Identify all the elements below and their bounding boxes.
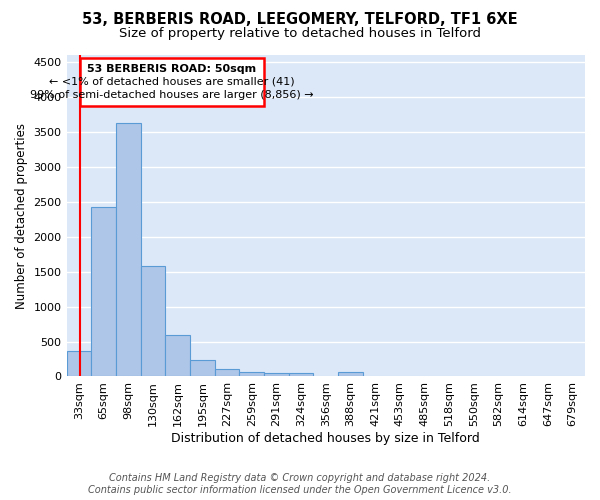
Bar xyxy=(116,124,140,376)
Bar xyxy=(215,370,239,376)
Text: Size of property relative to detached houses in Telford: Size of property relative to detached ho… xyxy=(119,28,481,40)
Bar xyxy=(239,372,264,376)
Text: 53, BERBERIS ROAD, LEEGOMERY, TELFORD, TF1 6XE: 53, BERBERIS ROAD, LEEGOMERY, TELFORD, T… xyxy=(82,12,518,28)
Bar xyxy=(67,350,91,376)
Bar xyxy=(289,373,313,376)
Text: ← <1% of detached houses are smaller (41): ← <1% of detached houses are smaller (41… xyxy=(49,77,295,87)
Bar xyxy=(91,208,116,376)
Bar xyxy=(190,360,215,376)
FancyBboxPatch shape xyxy=(80,58,264,106)
X-axis label: Distribution of detached houses by size in Telford: Distribution of detached houses by size … xyxy=(172,432,480,445)
Bar xyxy=(264,373,289,376)
Y-axis label: Number of detached properties: Number of detached properties xyxy=(15,122,28,308)
Text: 53 BERBERIS ROAD: 50sqm: 53 BERBERIS ROAD: 50sqm xyxy=(87,64,256,74)
Text: 99% of semi-detached houses are larger (8,856) →: 99% of semi-detached houses are larger (… xyxy=(30,90,314,100)
Text: Contains HM Land Registry data © Crown copyright and database right 2024.
Contai: Contains HM Land Registry data © Crown c… xyxy=(88,474,512,495)
Bar xyxy=(165,335,190,376)
Bar xyxy=(338,372,363,376)
Bar xyxy=(140,266,165,376)
